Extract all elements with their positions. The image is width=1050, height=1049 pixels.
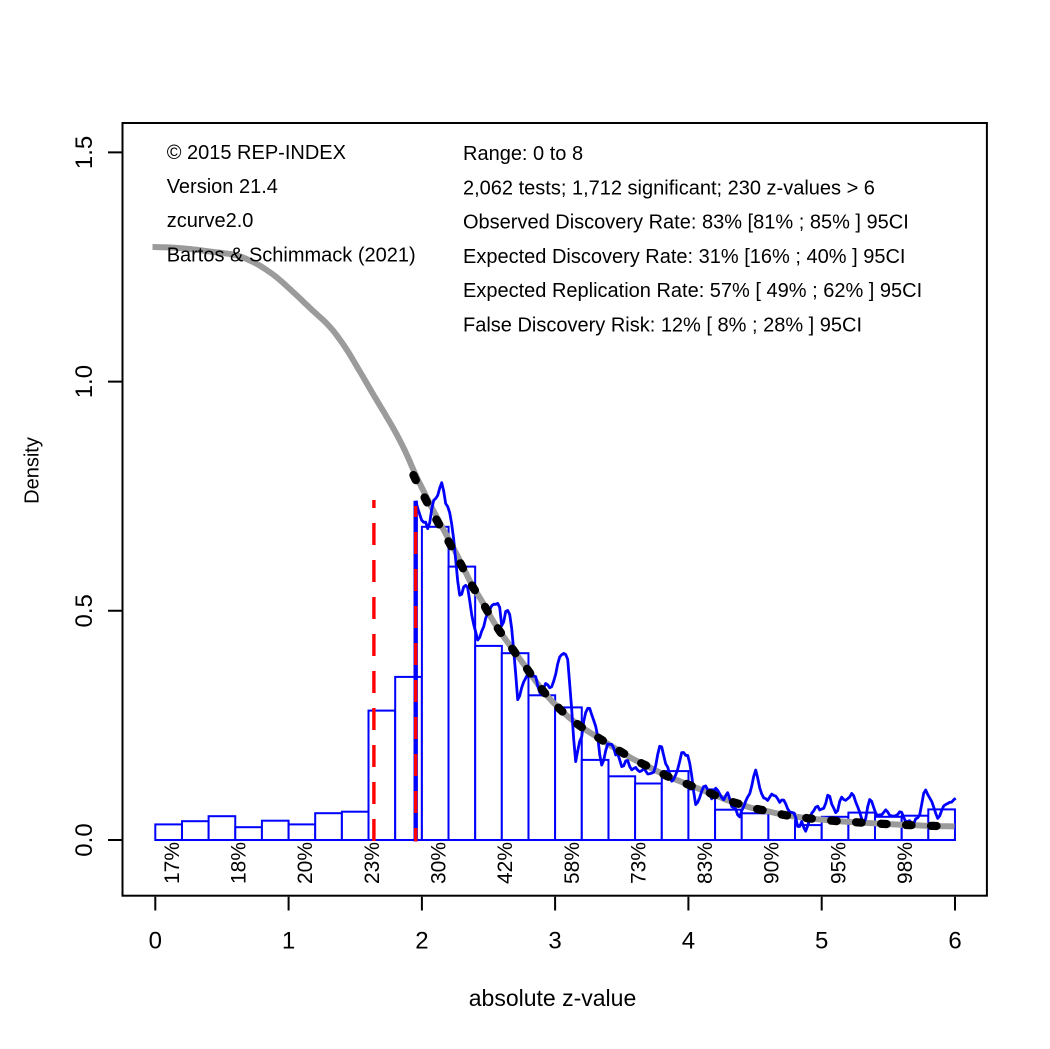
svg-text:18%: 18% (228, 842, 251, 884)
svg-text:30%: 30% (428, 842, 451, 884)
svg-text:2: 2 (415, 928, 428, 955)
svg-text:1: 1 (282, 928, 295, 955)
svg-text:Observed Discovery Rate: 83% [: Observed Discovery Rate: 83% [81% ; 85% … (463, 212, 909, 234)
svg-text:Expected Discovery Rate: 31% [: Expected Discovery Rate: 31% [16% ; 40% … (463, 246, 905, 268)
svg-text:Version 21.4: Version 21.4 (167, 176, 278, 198)
svg-text:98%: 98% (894, 842, 917, 884)
svg-text:2,062 tests; 1,712 significant: 2,062 tests; 1,712 significant; 230 z-va… (463, 177, 875, 199)
svg-text:False Discovery Risk: 12% [ 8%: False Discovery Risk: 12% [ 8% ; 28% ] 9… (463, 314, 862, 336)
svg-text:Bartos & Schimmack (2021): Bartos & Schimmack (2021) (167, 244, 416, 266)
svg-text:20%: 20% (294, 842, 317, 884)
svg-text:83%: 83% (694, 842, 717, 884)
svg-text:0.5: 0.5 (71, 594, 98, 627)
svg-text:42%: 42% (494, 842, 517, 884)
svg-text:95%: 95% (827, 842, 850, 884)
svg-text:0.0: 0.0 (71, 823, 98, 856)
svg-text:58%: 58% (561, 842, 584, 884)
svg-text:1.5: 1.5 (71, 136, 98, 169)
svg-text:5: 5 (815, 928, 828, 955)
svg-text:1.0: 1.0 (71, 365, 98, 398)
svg-text:3: 3 (548, 928, 561, 955)
svg-text:© 2015 REP-INDEX: © 2015 REP-INDEX (167, 142, 346, 164)
svg-text:Expected Replication Rate: 57%: Expected Replication Rate: 57% [ 49% ; 6… (463, 280, 922, 302)
svg-text:Range: 0 to 8: Range: 0 to 8 (463, 143, 583, 165)
svg-text:23%: 23% (361, 842, 384, 884)
svg-text:zcurve2.0: zcurve2.0 (167, 210, 254, 232)
svg-text:73%: 73% (627, 842, 650, 884)
svg-text:90%: 90% (761, 842, 784, 884)
svg-text:0: 0 (149, 928, 162, 955)
svg-text:4: 4 (682, 928, 695, 955)
svg-text:17%: 17% (161, 842, 184, 884)
svg-text:6: 6 (948, 928, 961, 955)
svg-text:absolute z-value: absolute z-value (469, 985, 637, 1011)
svg-text:Density: Density (22, 437, 44, 504)
